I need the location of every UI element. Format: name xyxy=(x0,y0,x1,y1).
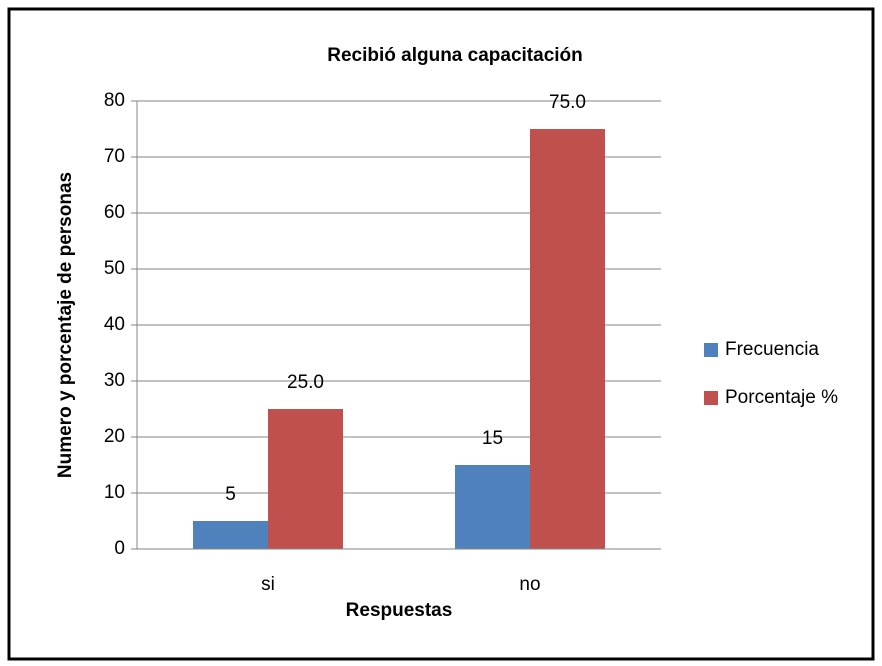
data-label: 25.0 xyxy=(287,372,324,393)
y-tick-label: 10 xyxy=(104,482,125,503)
legend-swatch xyxy=(704,391,718,405)
bar xyxy=(455,465,530,549)
chart-frame xyxy=(7,7,875,661)
x-tick-label: no xyxy=(519,574,540,595)
data-label: 5 xyxy=(225,484,236,505)
y-tick-label: 20 xyxy=(104,426,125,447)
y-tick-label: 70 xyxy=(104,146,125,167)
y-axis-label: Numero y porcentaje de personas xyxy=(55,172,76,478)
x-tick-label: si xyxy=(261,574,275,595)
bar xyxy=(193,521,268,549)
y-tick-label: 30 xyxy=(104,370,125,391)
y-tick-label: 80 xyxy=(104,90,125,111)
y-tick-label: 40 xyxy=(104,314,125,335)
data-label: 75.0 xyxy=(549,92,586,113)
x-axis-label: Respuestas xyxy=(346,600,453,621)
data-label: 15 xyxy=(482,428,503,449)
legend-label: Porcentaje % xyxy=(725,387,838,408)
legend-label: Frecuencia xyxy=(725,339,819,360)
chart-title: Recibió alguna capacitación xyxy=(327,45,583,66)
y-tick-label: 0 xyxy=(114,538,125,559)
bar xyxy=(530,129,605,549)
y-tick-label: 50 xyxy=(104,258,125,279)
bar xyxy=(268,409,343,549)
legend-swatch xyxy=(704,343,718,357)
y-tick-label: 60 xyxy=(104,202,125,223)
